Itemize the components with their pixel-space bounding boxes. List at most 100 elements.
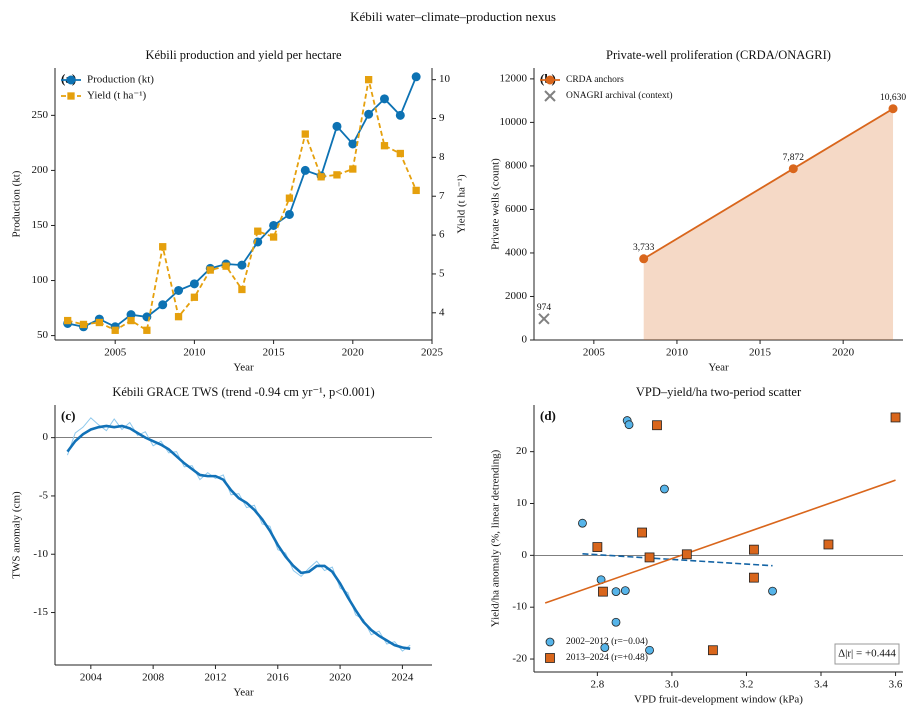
- marker: [174, 285, 184, 295]
- panel-title: Kébili production and yield per hectare: [145, 48, 342, 62]
- y-tick-label: -5: [39, 489, 49, 501]
- y-tick-label: 12000: [500, 72, 528, 84]
- x-tick-label: 2012: [204, 672, 226, 684]
- marker: [111, 326, 119, 334]
- marker: [79, 320, 88, 329]
- marker: [285, 194, 294, 202]
- marker: [269, 220, 279, 230]
- marker: [222, 262, 230, 270]
- marker: [301, 130, 309, 138]
- x-tick-label: 2020: [832, 347, 855, 359]
- y-tick-label: -15: [33, 606, 48, 618]
- x-tick-label: 2004: [80, 672, 103, 684]
- y-tick-label: -10: [33, 548, 48, 560]
- y-tick-label: 10: [516, 497, 528, 509]
- y-tick-label: 250: [32, 109, 49, 121]
- marker: [624, 420, 634, 430]
- legend-label: CRDA anchors: [566, 75, 624, 85]
- marker: [332, 121, 342, 131]
- panel-label: (c): [61, 408, 75, 423]
- fit-line: [582, 552, 773, 567]
- x-tick-label: 2.8: [590, 679, 604, 691]
- legend-marker: [66, 75, 76, 85]
- y-tick-label: 0: [43, 431, 49, 443]
- marker: [620, 586, 630, 596]
- marker: [174, 313, 183, 321]
- marker: [127, 316, 135, 325]
- y-tick-label: 6000: [505, 203, 528, 215]
- x-tick-label: 2020: [342, 347, 365, 359]
- panel-title: Kébili GRACE TWS (trend -0.94 cm yr⁻¹, p…: [112, 385, 374, 399]
- y2-tick-label: 10: [439, 73, 451, 85]
- y-axis-label: Production (kt): [11, 170, 23, 237]
- marker: [284, 209, 294, 219]
- marker-stroke: [538, 313, 550, 325]
- x-tick-label: 2008: [142, 672, 165, 684]
- marker: [396, 149, 404, 158]
- marker: [190, 293, 199, 301]
- marker: [645, 645, 654, 655]
- marker: [158, 300, 168, 310]
- marker: [349, 165, 357, 173]
- legend-label: Yield (t ha⁻¹): [87, 90, 147, 102]
- x-axis-label: Year: [708, 362, 729, 374]
- y-tick-label: 20: [516, 445, 528, 457]
- legend-marker: [545, 653, 555, 663]
- marker: [237, 260, 247, 270]
- marker: [592, 542, 603, 552]
- series-line: [66, 424, 411, 650]
- x-axis-label: Year: [233, 687, 254, 699]
- value-label: 974: [537, 303, 552, 313]
- legend-marker: [545, 75, 555, 85]
- y-axis-label: Yield/ha anomaly (%, linear detrending): [490, 449, 502, 627]
- x-axis-label: Year: [233, 362, 254, 374]
- y-axis-label: TWS anomaly (cm): [11, 491, 23, 579]
- y-tick-label: -20: [512, 653, 527, 665]
- marker: [708, 645, 718, 656]
- marker: [652, 420, 662, 431]
- y-tick-label: 100: [32, 274, 49, 286]
- marker: [364, 109, 374, 119]
- value-label: 10,630: [880, 93, 906, 103]
- marker: [189, 279, 199, 289]
- value-label: 7,872: [783, 153, 805, 163]
- marker: [823, 539, 834, 550]
- legend-label: 2002–2012 (r=−0.04): [566, 636, 648, 647]
- figure-title: Kébili water–climate–production nexus: [350, 9, 556, 24]
- x-tick-label: 2024: [391, 672, 414, 684]
- y2-tick-label: 8: [439, 151, 445, 163]
- marker: [611, 617, 621, 627]
- marker: [637, 527, 647, 538]
- marker: [681, 549, 692, 560]
- legend-marker: [545, 637, 555, 647]
- legend-label: Production (kt): [87, 74, 154, 86]
- x-tick-label: 3.0: [665, 679, 679, 691]
- marker: [206, 266, 214, 274]
- marker: [159, 243, 167, 251]
- x-axis-label: VPD fruit-development window (kPa): [634, 694, 803, 706]
- marker: [749, 572, 759, 583]
- marker: [890, 412, 901, 423]
- y-tick-label: 4000: [505, 246, 528, 258]
- x-tick-label: 2025: [421, 347, 444, 359]
- x-tick-label: 3.6: [889, 679, 903, 691]
- legend-label: 2013–2024 (r=+0.48): [566, 652, 648, 663]
- legend-marker: [544, 90, 556, 102]
- marker: [269, 233, 278, 241]
- y-tick-label: 0: [522, 549, 528, 561]
- x-tick-label: 2015: [263, 347, 286, 359]
- marker: [317, 173, 325, 181]
- marker: [395, 110, 405, 120]
- marker: [660, 484, 669, 494]
- marker: [379, 94, 389, 104]
- marker: [254, 227, 262, 235]
- marker: [412, 186, 420, 195]
- marker: [888, 104, 898, 114]
- marker: [538, 313, 550, 325]
- value-label: 3,733: [633, 243, 655, 253]
- marker: [348, 139, 358, 149]
- panel-title: Private-well proliferation (CRDA/ONAGRI): [606, 48, 831, 62]
- y2-tick-label: 4: [439, 306, 445, 318]
- y-tick-label: 50: [37, 329, 49, 341]
- marker: [333, 171, 341, 179]
